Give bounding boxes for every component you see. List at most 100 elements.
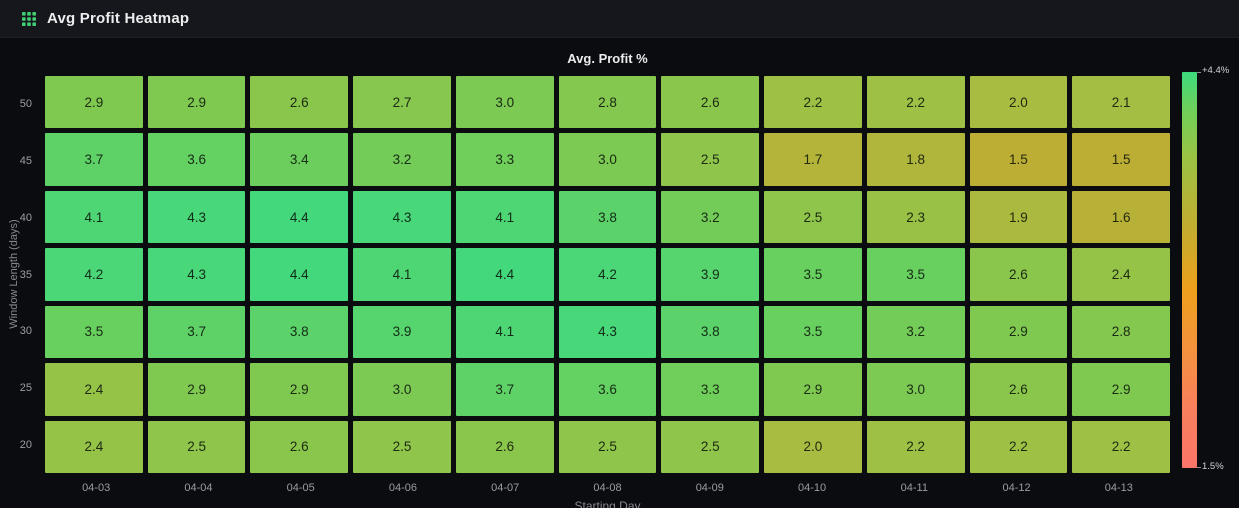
heatmap-cell[interactable]: 2.9 xyxy=(969,305,1068,359)
heatmap-cell[interactable]: 2.2 xyxy=(866,420,965,473)
heatmap-cell[interactable]: 2.6 xyxy=(661,76,760,129)
y-tick-label: 20 xyxy=(19,438,32,451)
heatmap-cell[interactable]: 3.5 xyxy=(764,248,862,301)
heatmap-cell[interactable]: 4.3 xyxy=(558,305,657,359)
x-tick-label: 04-08 xyxy=(593,482,622,494)
heatmap-cell[interactable]: 2.8 xyxy=(1072,305,1170,359)
heatmap-cell[interactable]: 3.6 xyxy=(147,133,246,186)
y-tick-label: 30 xyxy=(19,325,32,338)
heatmap-cell[interactable]: 3.5 xyxy=(764,305,862,359)
heatmap-cell[interactable]: 3.2 xyxy=(866,305,965,359)
heatmap-cell[interactable]: 2.0 xyxy=(969,76,1068,129)
y-tick-label: 35 xyxy=(19,268,32,281)
heatmap-cell[interactable]: 3.0 xyxy=(353,363,451,416)
heatmap-cell[interactable]: 3.5 xyxy=(45,305,143,359)
colorbar-min-tick xyxy=(1197,467,1201,468)
heatmap-cell[interactable]: 2.9 xyxy=(147,363,246,416)
x-tick-label: 04-05 xyxy=(286,482,315,494)
heatmap-cell[interactable]: 4.1 xyxy=(353,248,451,301)
heatmap-cell[interactable]: 1.5 xyxy=(1072,133,1170,186)
heatmap-cell[interactable]: 3.8 xyxy=(250,305,349,359)
colorbar-max-label: +4.4% xyxy=(1202,65,1230,76)
heatmap-cell[interactable]: 1.8 xyxy=(866,133,965,186)
y-tick-label: 50 xyxy=(19,98,32,111)
heatmap-cell[interactable]: 3.9 xyxy=(353,305,451,359)
heatmap-cell[interactable]: 4.1 xyxy=(45,190,143,244)
table-grid-icon xyxy=(21,11,37,27)
heatmap-cell[interactable]: 2.8 xyxy=(558,76,657,129)
x-tick-label: 04-10 xyxy=(797,482,827,494)
heatmap-cell[interactable]: 1.6 xyxy=(1072,190,1170,244)
heatmap-cell[interactable]: 2.6 xyxy=(250,76,349,129)
heatmap-cell[interactable]: 2.4 xyxy=(45,363,143,416)
heatmap-cell[interactable]: 4.3 xyxy=(147,190,246,244)
heatmap-cell[interactable]: 2.3 xyxy=(866,190,965,244)
heatmap-cell[interactable]: 4.2 xyxy=(45,248,143,301)
heatmap-cell[interactable]: 3.2 xyxy=(661,190,760,244)
heatmap-cell[interactable]: 2.6 xyxy=(455,420,554,473)
heatmap-cell[interactable]: 2.7 xyxy=(353,76,451,129)
heatmap-cell[interactable]: 3.3 xyxy=(661,363,760,416)
heatmap-cell[interactable]: 2.2 xyxy=(1072,420,1170,473)
panel-title: Avg Profit Heatmap xyxy=(47,10,190,27)
heatmap-cell[interactable]: 4.1 xyxy=(455,190,554,244)
heatmap-cell[interactable]: 3.0 xyxy=(866,363,965,416)
x-tick-label: 04-13 xyxy=(1104,482,1133,494)
heatmap-cell[interactable]: 2.2 xyxy=(866,76,965,129)
heatmap-cell[interactable]: 4.3 xyxy=(353,190,451,244)
heatmap-cell[interactable]: 3.4 xyxy=(250,133,349,186)
heatmap-cell[interactable]: 3.9 xyxy=(661,248,760,301)
heatmap-cell[interactable]: 2.0 xyxy=(764,420,862,473)
heatmap-cell[interactable]: 3.8 xyxy=(661,305,760,359)
heatmap-cell[interactable]: 2.5 xyxy=(764,190,862,244)
x-tick-label: 04-09 xyxy=(695,482,724,494)
heatmap-cell[interactable]: 4.4 xyxy=(250,248,349,301)
heatmap-cell[interactable]: 2.9 xyxy=(147,76,246,129)
heatmap-cell[interactable]: 3.8 xyxy=(558,190,657,244)
heatmap-cell[interactable]: 2.2 xyxy=(969,420,1068,473)
x-tick-label: 04-11 xyxy=(900,482,928,494)
panel-header[interactable]: Avg Profit Heatmap xyxy=(0,0,1239,38)
heatmap-grid: 2.9 2.9 2.6 2.7 3.0 2.8 2.6 2.2 2.2 2.0 2.1 3.7 3.6 3… xyxy=(45,76,1170,473)
heatmap-cell[interactable]: 4.2 xyxy=(558,248,657,301)
heatmap-cell[interactable]: 2.6 xyxy=(969,363,1068,416)
y-tick-label: 25 xyxy=(19,381,32,394)
heatmap-cell[interactable]: 4.3 xyxy=(147,248,246,301)
heatmap-cell[interactable]: 3.0 xyxy=(455,76,554,129)
heatmap-cell[interactable]: 2.1 xyxy=(1072,76,1170,129)
heatmap-cell[interactable]: 2.9 xyxy=(45,76,143,129)
heatmap-cell[interactable]: 3.2 xyxy=(353,133,451,186)
heatmap-cell[interactable]: 2.4 xyxy=(1072,248,1170,301)
heatmap-cell[interactable]: 2.5 xyxy=(353,420,451,473)
heatmap-cell[interactable]: 2.5 xyxy=(661,420,760,473)
heatmap-cell[interactable]: 4.1 xyxy=(455,305,554,359)
heatmap-cell[interactable]: 3.3 xyxy=(455,133,554,186)
y-tick-label: 40 xyxy=(19,211,32,224)
heatmap-cell[interactable]: 2.4 xyxy=(45,420,143,473)
colorbar-min-label: 1.5% xyxy=(1202,461,1224,472)
heatmap-cell[interactable]: 1.9 xyxy=(969,190,1068,244)
heatmap-cell[interactable]: 4.4 xyxy=(250,190,349,244)
x-tick-label: 04-12 xyxy=(1002,482,1031,494)
heatmap-cell[interactable]: 3.0 xyxy=(558,133,657,186)
heatmap-cell[interactable]: 3.7 xyxy=(147,305,246,359)
heatmap-cell[interactable]: 4.4 xyxy=(455,248,554,301)
heatmap-cell[interactable]: 2.5 xyxy=(661,133,760,186)
heatmap-cell[interactable]: 2.5 xyxy=(147,420,246,473)
x-axis-title: Starting Day xyxy=(574,499,641,508)
heatmap-cell[interactable]: 2.5 xyxy=(558,420,657,473)
heatmap-cell[interactable]: 3.5 xyxy=(866,248,965,301)
heatmap-cell[interactable]: 3.6 xyxy=(558,363,657,416)
heatmap-cell[interactable]: 2.2 xyxy=(764,76,862,129)
heatmap-cell[interactable]: 2.6 xyxy=(250,420,349,473)
heatmap-cell[interactable]: 2.9 xyxy=(250,363,349,416)
heatmap-cell[interactable]: 2.9 xyxy=(1072,363,1170,416)
heatmap-cell[interactable]: 1.5 xyxy=(969,133,1068,186)
heatmap-cell[interactable]: 1.7 xyxy=(764,133,862,186)
heatmap-cell[interactable]: 3.7 xyxy=(45,133,143,186)
heatmap-cell[interactable]: 2.9 xyxy=(764,363,862,416)
heatmap-cell[interactable]: 2.6 xyxy=(969,248,1068,301)
y-axis-ticks: 50 45 40 35 30 25 20 xyxy=(0,76,38,473)
heatmap-cell[interactable]: 3.7 xyxy=(455,363,554,416)
